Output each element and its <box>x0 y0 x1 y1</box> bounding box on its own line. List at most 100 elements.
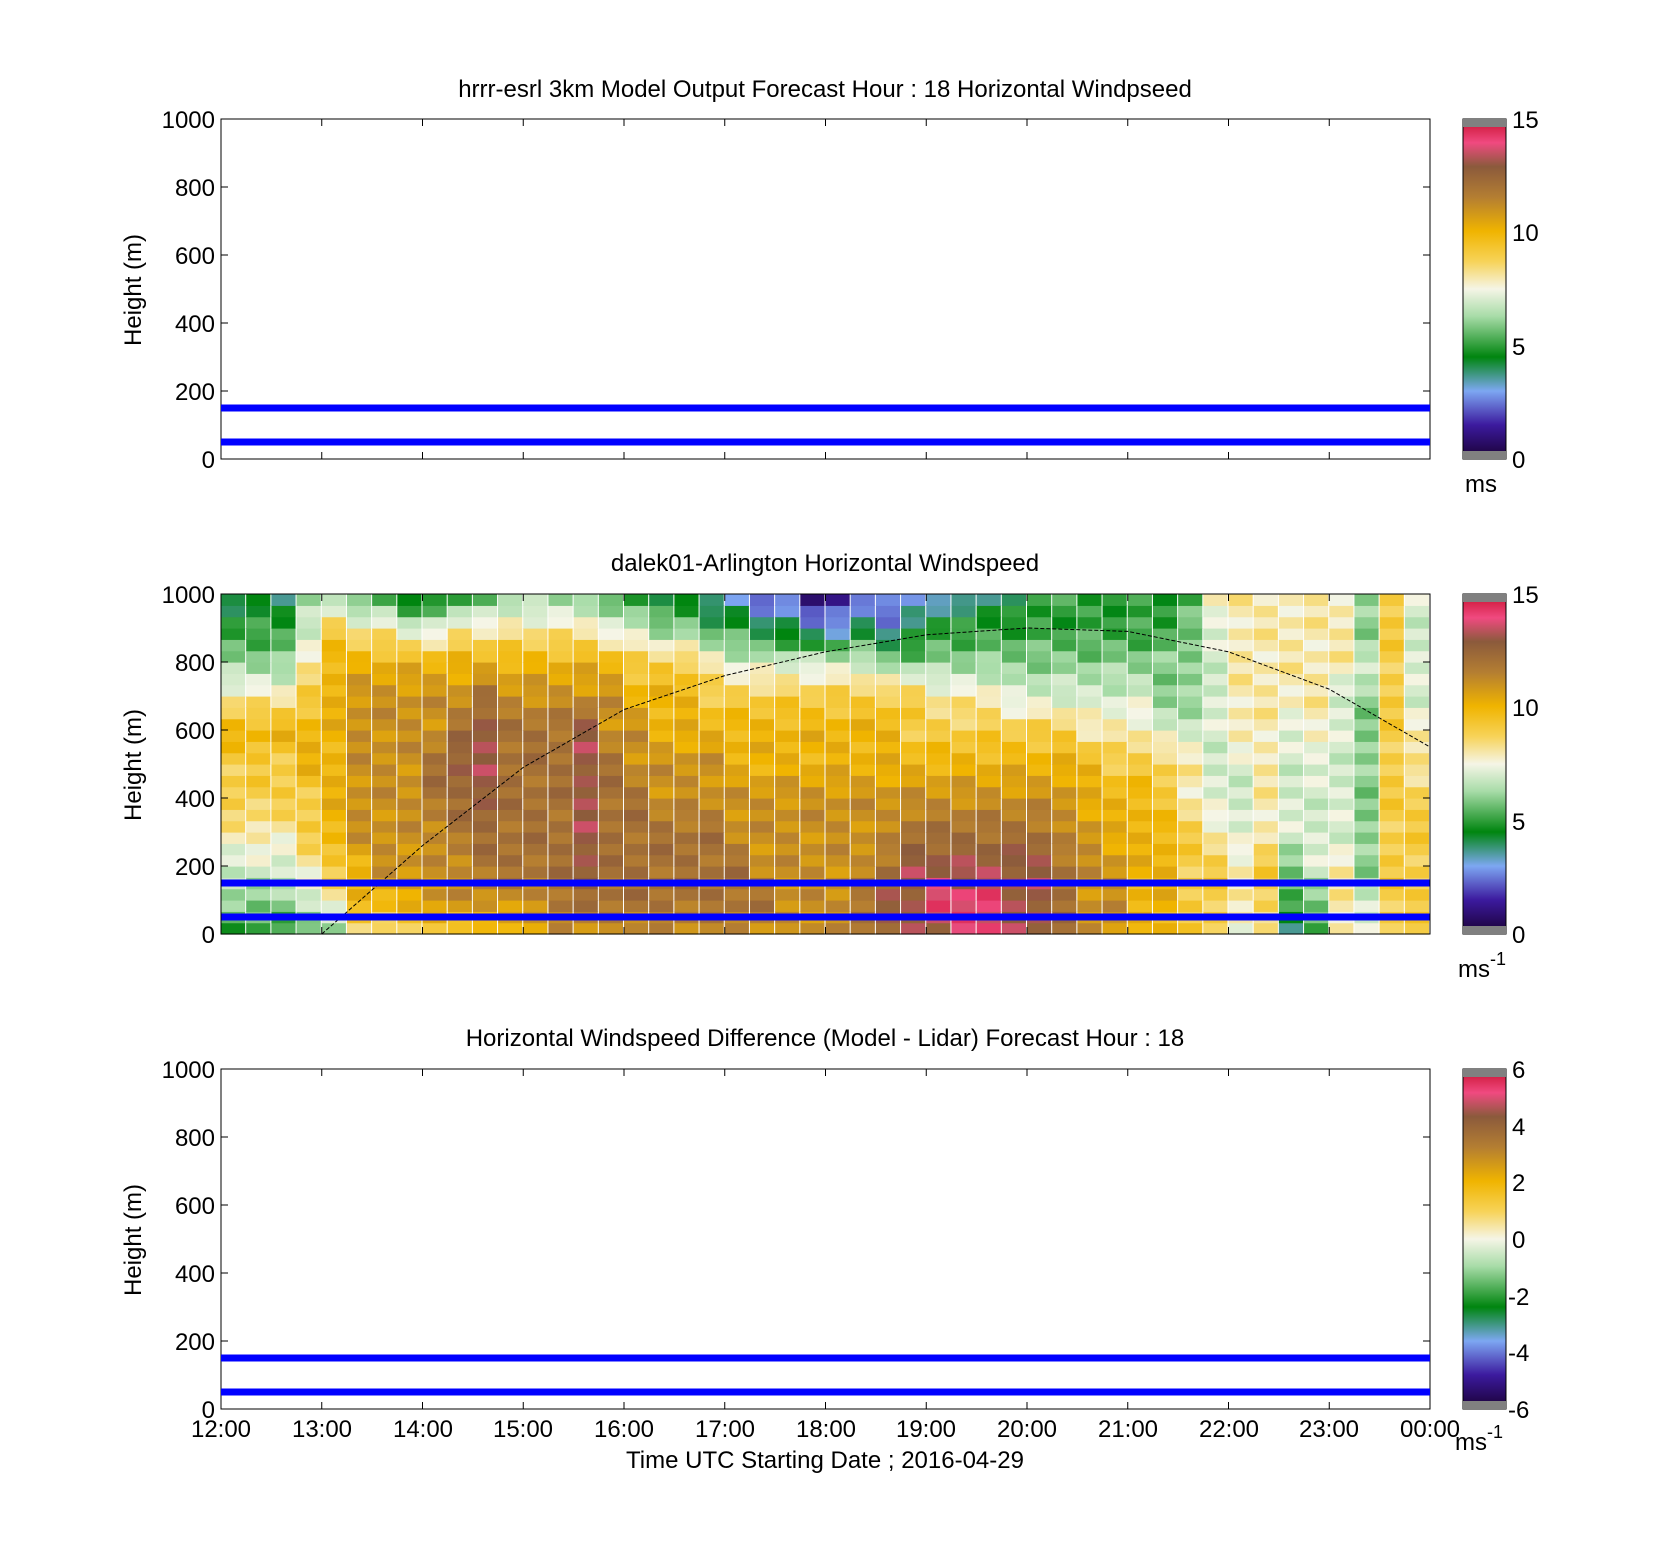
x-tick-label: 13:00 <box>292 1416 352 1443</box>
heatmap-cell <box>1379 752 1404 765</box>
heatmap-cell <box>472 775 498 788</box>
heatmap-cell <box>624 707 649 720</box>
heatmap-cell <box>1304 832 1329 844</box>
heatmap-cell <box>472 809 498 822</box>
heatmap-cell <box>548 730 573 742</box>
heatmap-cell <box>951 684 976 697</box>
heatmap-cell <box>321 696 346 708</box>
heatmap-cell <box>1077 888 1102 901</box>
heatmap-cell <box>422 820 447 833</box>
heatmap-cell <box>951 775 976 788</box>
heatmap-cell <box>976 662 1001 674</box>
heatmap-cell <box>1077 900 1102 912</box>
heatmap-cell <box>1354 673 1379 686</box>
heatmap-cell <box>1404 684 1429 697</box>
heatmap-cell <box>598 639 623 652</box>
heatmap-cell <box>1253 650 1278 663</box>
heatmap-cell <box>523 888 548 901</box>
panel-model: hrrr-esrl 3km Model Output Forecast Hour… <box>120 76 1539 498</box>
heatmap-cell <box>1203 718 1228 731</box>
heatmap-cell <box>1304 900 1329 912</box>
heatmap-cell <box>346 628 372 640</box>
heatmap-cell <box>775 764 800 776</box>
heatmap-cell <box>1077 775 1102 788</box>
heatmap-cell <box>271 843 296 856</box>
heatmap-cell <box>1203 809 1228 822</box>
heatmap-cell <box>1178 888 1203 901</box>
heatmap-cell <box>1404 616 1429 629</box>
heatmap-cell <box>624 832 649 844</box>
heatmap-cell <box>498 798 523 810</box>
heatmap-cell <box>926 707 951 720</box>
heatmap-cell <box>1278 684 1304 697</box>
heatmap-cell <box>1178 662 1203 674</box>
heatmap-cell <box>296 605 321 618</box>
heatmap-cell <box>1027 809 1052 822</box>
heatmap-cell <box>1379 854 1404 867</box>
heatmap-cell <box>1304 775 1329 788</box>
heatmap-cell <box>321 605 346 618</box>
heatmap-cell <box>1178 843 1203 856</box>
heatmap-cell <box>825 843 850 856</box>
heatmap-cell <box>825 809 850 822</box>
heatmap-cell <box>749 900 775 912</box>
heatmap-cell <box>1404 696 1429 708</box>
heatmap-cell <box>1404 639 1429 652</box>
heatmap-cell <box>372 650 397 663</box>
heatmap-cell <box>800 673 825 686</box>
heatmap-cell <box>1178 628 1203 640</box>
heatmap-cell <box>422 809 447 822</box>
heatmap-cell <box>1052 752 1077 765</box>
heatmap-cell <box>1027 707 1052 720</box>
heatmap-cell <box>1354 832 1379 844</box>
heatmap-cell <box>321 650 346 663</box>
heatmap-cell <box>699 684 724 697</box>
heatmap-cell <box>649 809 674 822</box>
heatmap-cell <box>1052 730 1077 742</box>
heatmap-cell <box>749 650 775 663</box>
heatmap-cell <box>1052 684 1077 697</box>
heatmap-cell <box>1278 820 1304 833</box>
heatmap-cell <box>976 605 1001 618</box>
heatmap-cell <box>875 832 901 844</box>
heatmap-cell <box>1052 900 1077 912</box>
heatmap-cell <box>1102 662 1127 674</box>
colorbar-unit: ms-1 <box>1455 1422 1503 1456</box>
heatmap-cell <box>548 888 573 901</box>
heatmap-cell <box>1278 616 1304 629</box>
heatmap-cell <box>573 922 598 935</box>
heatmap-cell <box>1253 741 1278 754</box>
heatmap-cell <box>901 786 926 799</box>
heatmap-cell <box>901 730 926 742</box>
heatmap-cell <box>1077 854 1102 867</box>
heatmap-cell <box>1102 854 1127 867</box>
heatmap-cell <box>1278 832 1304 844</box>
heatmap-cell <box>1152 730 1178 742</box>
heatmap-cell <box>1102 752 1127 765</box>
heatmap-cell <box>1077 594 1102 606</box>
heatmap-cell <box>976 707 1001 720</box>
heatmap-cell <box>749 854 775 867</box>
x-tick-label: 22:00 <box>1199 1416 1259 1443</box>
heatmap-cell <box>1379 662 1404 674</box>
heatmap-cell <box>951 798 976 810</box>
heatmap-cell <box>1278 866 1304 878</box>
heatmap-cell <box>624 866 649 878</box>
heatmap-cell <box>397 775 422 788</box>
heatmap-cell <box>1102 650 1127 663</box>
heatmap-cell <box>749 843 775 856</box>
y-tick-label: 400 <box>175 786 215 813</box>
heatmap-cell <box>1027 673 1052 686</box>
heatmap-cell <box>699 922 724 935</box>
heatmap-cell <box>447 798 472 810</box>
heatmap-cell <box>1278 888 1304 901</box>
heatmap-cell <box>825 707 850 720</box>
heatmap-cell <box>422 843 447 856</box>
heatmap-cell <box>1228 696 1253 708</box>
heatmap-cell <box>624 639 649 652</box>
heatmap-cell <box>221 832 246 844</box>
heatmap-cell <box>749 696 775 708</box>
heatmap-cell <box>321 900 346 912</box>
heatmap-cell <box>800 718 825 731</box>
heatmap-cell <box>901 673 926 686</box>
